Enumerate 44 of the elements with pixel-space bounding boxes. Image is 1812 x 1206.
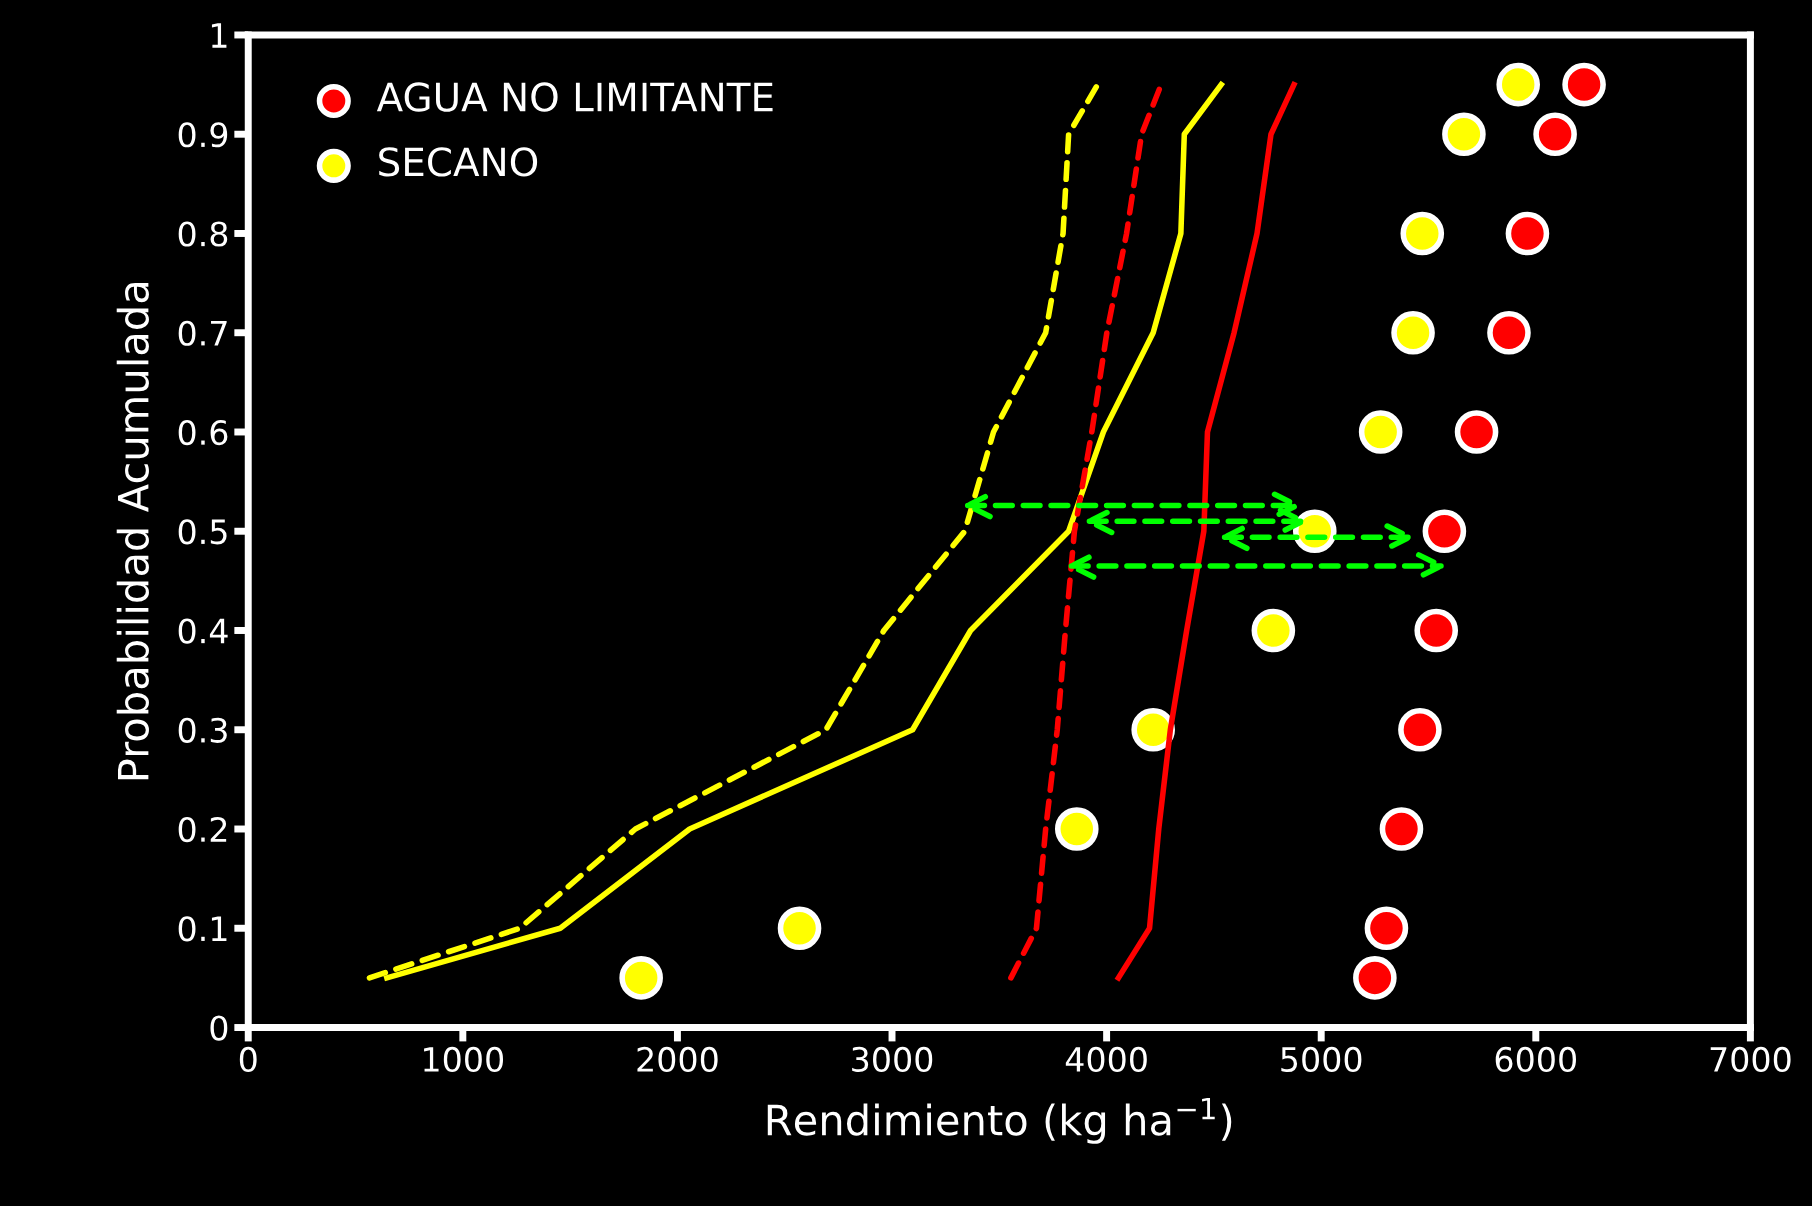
point <box>1414 608 1459 653</box>
point <box>1505 211 1550 256</box>
point <box>1391 310 1435 355</box>
x-tick-label: 4000 <box>1065 1046 1147 1073</box>
point <box>1400 211 1445 256</box>
y-axis-title: Probabilidad Acumulada <box>116 282 149 780</box>
x-tick-label: 3000 <box>852 1046 933 1073</box>
point <box>1379 807 1424 851</box>
x-tick-label: 5000 <box>1281 1046 1362 1073</box>
point <box>1353 956 1397 1000</box>
y-tick-label: 0.8 <box>178 221 228 247</box>
point <box>1054 807 1099 851</box>
point <box>1358 410 1403 454</box>
y-tick-label: 0.4 <box>178 618 228 644</box>
point <box>1442 112 1486 157</box>
x-tick-label: 1000 <box>424 1046 504 1073</box>
x-tick-label: 7000 <box>1710 1046 1791 1073</box>
y-tick-label: 0.3 <box>178 717 227 743</box>
x-tick-label: 2000 <box>637 1046 718 1073</box>
point <box>1562 62 1606 107</box>
point <box>1454 410 1499 454</box>
point <box>1487 310 1531 355</box>
y-tick-label: 0 <box>210 1015 228 1041</box>
y-tick-label: 0.6 <box>178 419 228 446</box>
y-tick-label: 0.7 <box>178 320 227 346</box>
point <box>1533 112 1577 157</box>
point <box>1364 906 1409 951</box>
y-tick-label: 0.1 <box>178 916 227 942</box>
y-tick-label: 0.2 <box>178 816 227 843</box>
point <box>1398 707 1442 752</box>
point <box>1422 509 1467 554</box>
point <box>1251 608 1296 653</box>
legend-label: SECANO <box>379 147 538 177</box>
y-tick-label: 0.5 <box>178 519 227 545</box>
legend-label: AGUA NO LIMITANTE <box>376 82 773 112</box>
x-tick-label: 0 <box>239 1046 257 1073</box>
y-tick-label: 0.9 <box>178 122 228 148</box>
y-tick-label: 1 <box>211 23 227 48</box>
x-tick-label: 6000 <box>1495 1046 1576 1073</box>
point <box>619 956 663 1000</box>
point <box>1496 62 1541 107</box>
point <box>777 906 822 951</box>
point <box>1131 707 1175 752</box>
x-axis-title: Rendimiento (kg ha$^{−1}$) <box>767 1097 1232 1144</box>
